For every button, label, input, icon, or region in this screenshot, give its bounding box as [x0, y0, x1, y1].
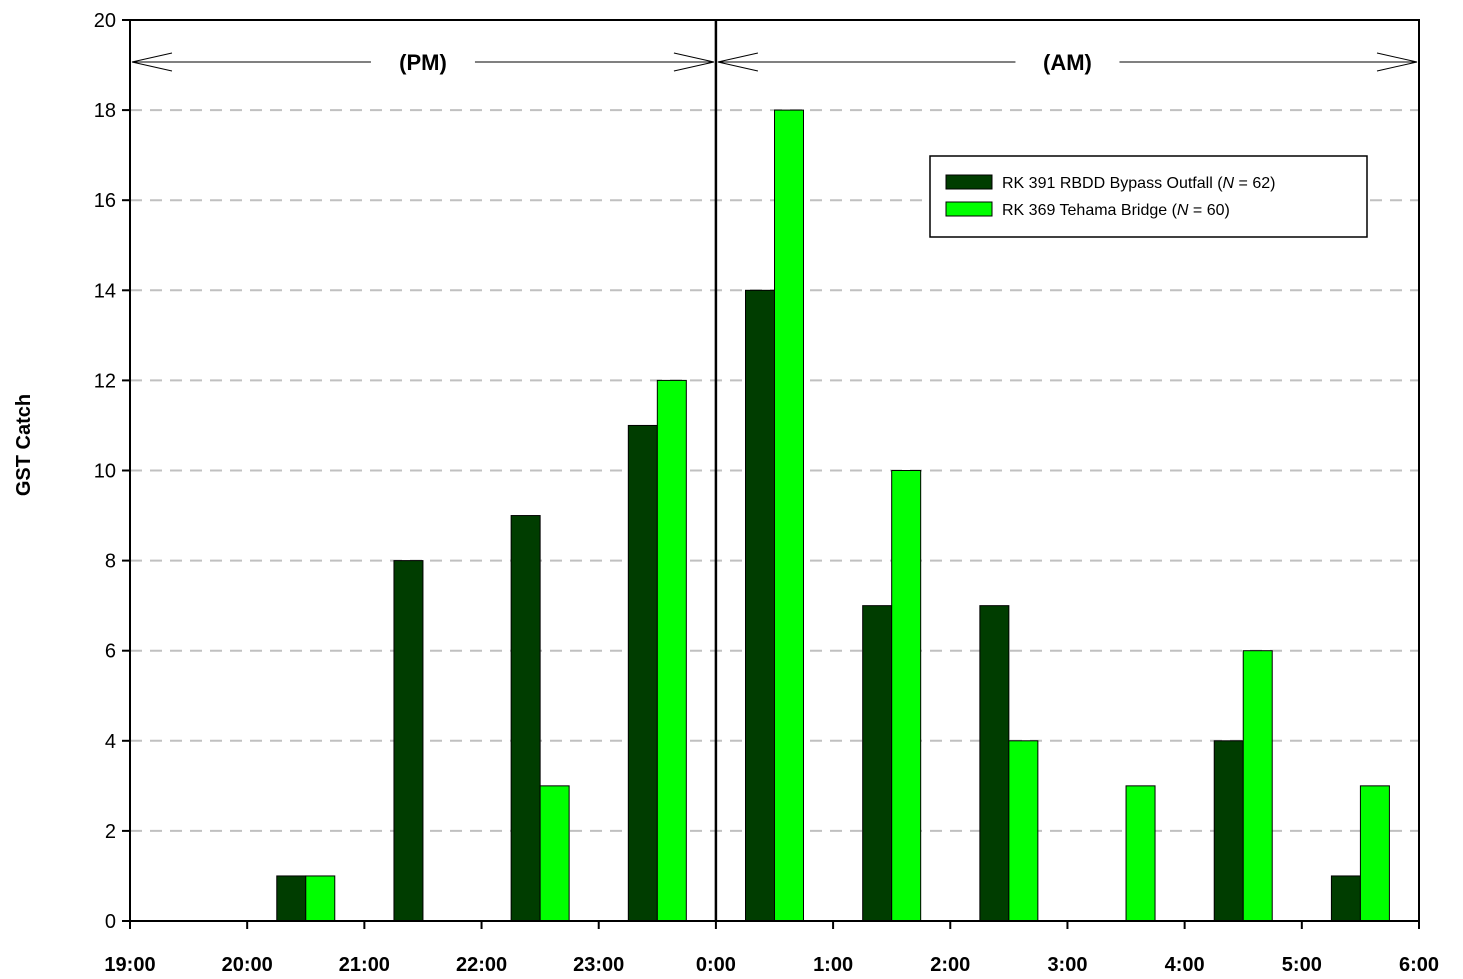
- period-label: (AM): [1043, 50, 1092, 75]
- y-tick-label: 10: [94, 461, 116, 483]
- x-tick-label: 4:00: [1165, 954, 1205, 976]
- y-axis-label: GST Catch: [13, 394, 35, 496]
- x-tick-label: 0:00: [696, 954, 736, 976]
- y-tick-label: 6: [105, 641, 116, 663]
- x-tick-label: 21:00: [339, 954, 390, 976]
- arrow-head: [717, 52, 759, 72]
- bar-rk391-500: [1330, 875, 1361, 922]
- period-annotations: (PM) (AM): [131, 20, 1418, 921]
- x-tick-label: 1:00: [813, 954, 853, 976]
- bar-rk369-2200: [539, 785, 570, 922]
- legend: RK 391 RBDD Bypass Outfall (N = 62) RK 36…: [929, 155, 1368, 238]
- x-tick-label: 23:00: [573, 954, 624, 976]
- bar-rk391-400: [1213, 740, 1244, 922]
- bar-rk369-100: [891, 470, 922, 922]
- bar-rk391-100: [862, 605, 893, 922]
- y-tick-label: 2: [105, 821, 116, 843]
- bars-layer: [276, 109, 1390, 922]
- y-tick-label: 4: [105, 731, 116, 753]
- x-tick-label: 5:00: [1282, 954, 1322, 976]
- y-tick-label: 16: [94, 190, 116, 212]
- y-tick-label: 18: [94, 100, 116, 122]
- y-tick-label: 14: [94, 280, 116, 302]
- legend-label: RK 369 Tehama Bridge (N = 60): [1002, 202, 1230, 219]
- bar-rk391-000: [745, 289, 775, 922]
- legend-swatch: [945, 201, 993, 217]
- arrow-head: [1376, 52, 1418, 72]
- x-tick-label: 3:00: [1047, 954, 1087, 976]
- bar-rk391-2300: [627, 424, 658, 922]
- bar-rk369-400: [1242, 650, 1273, 922]
- y-tick-label: 20: [94, 10, 116, 32]
- bar-rk391-200: [979, 605, 1010, 922]
- bar-rk369-500: [1359, 785, 1390, 922]
- x-tick-label: 6:00: [1399, 954, 1439, 976]
- bar-rk369-300: [1125, 785, 1156, 922]
- legend-label: RK 391 RBDD Bypass Outfall (N = 62): [1002, 175, 1275, 192]
- bar-rk391-2000: [276, 875, 307, 922]
- legend-box: [929, 155, 1368, 238]
- x-axis: 19:00 20:00 21:00 22:00 23:00 0:00 1:00 2:00 3:0…: [104, 921, 1439, 976]
- x-tick-label: 22:00: [456, 954, 507, 976]
- arrow-head: [673, 52, 715, 72]
- arrow-head: [131, 52, 173, 72]
- bar-rk369-2000: [305, 875, 336, 922]
- y-axis: 0 2 4 6 8 10 12 14 16 18 20: [94, 10, 130, 933]
- legend-swatch: [945, 174, 993, 190]
- bar-rk369-000: [774, 109, 804, 922]
- y-tick-label: 0: [105, 911, 116, 933]
- y-tick-label: 12: [94, 370, 116, 392]
- bar-rk391-2100: [393, 560, 424, 922]
- x-tick-label: 19:00: [104, 954, 155, 976]
- bar-rk391-2200: [510, 515, 541, 922]
- bar-rk369-200: [1008, 740, 1039, 922]
- period-label: (PM): [399, 50, 447, 75]
- bar-rk369-2300: [656, 379, 687, 922]
- x-tick-label: 2:00: [930, 954, 970, 976]
- y-tick-label: 8: [105, 551, 116, 573]
- x-tick-label: 20:00: [222, 954, 273, 976]
